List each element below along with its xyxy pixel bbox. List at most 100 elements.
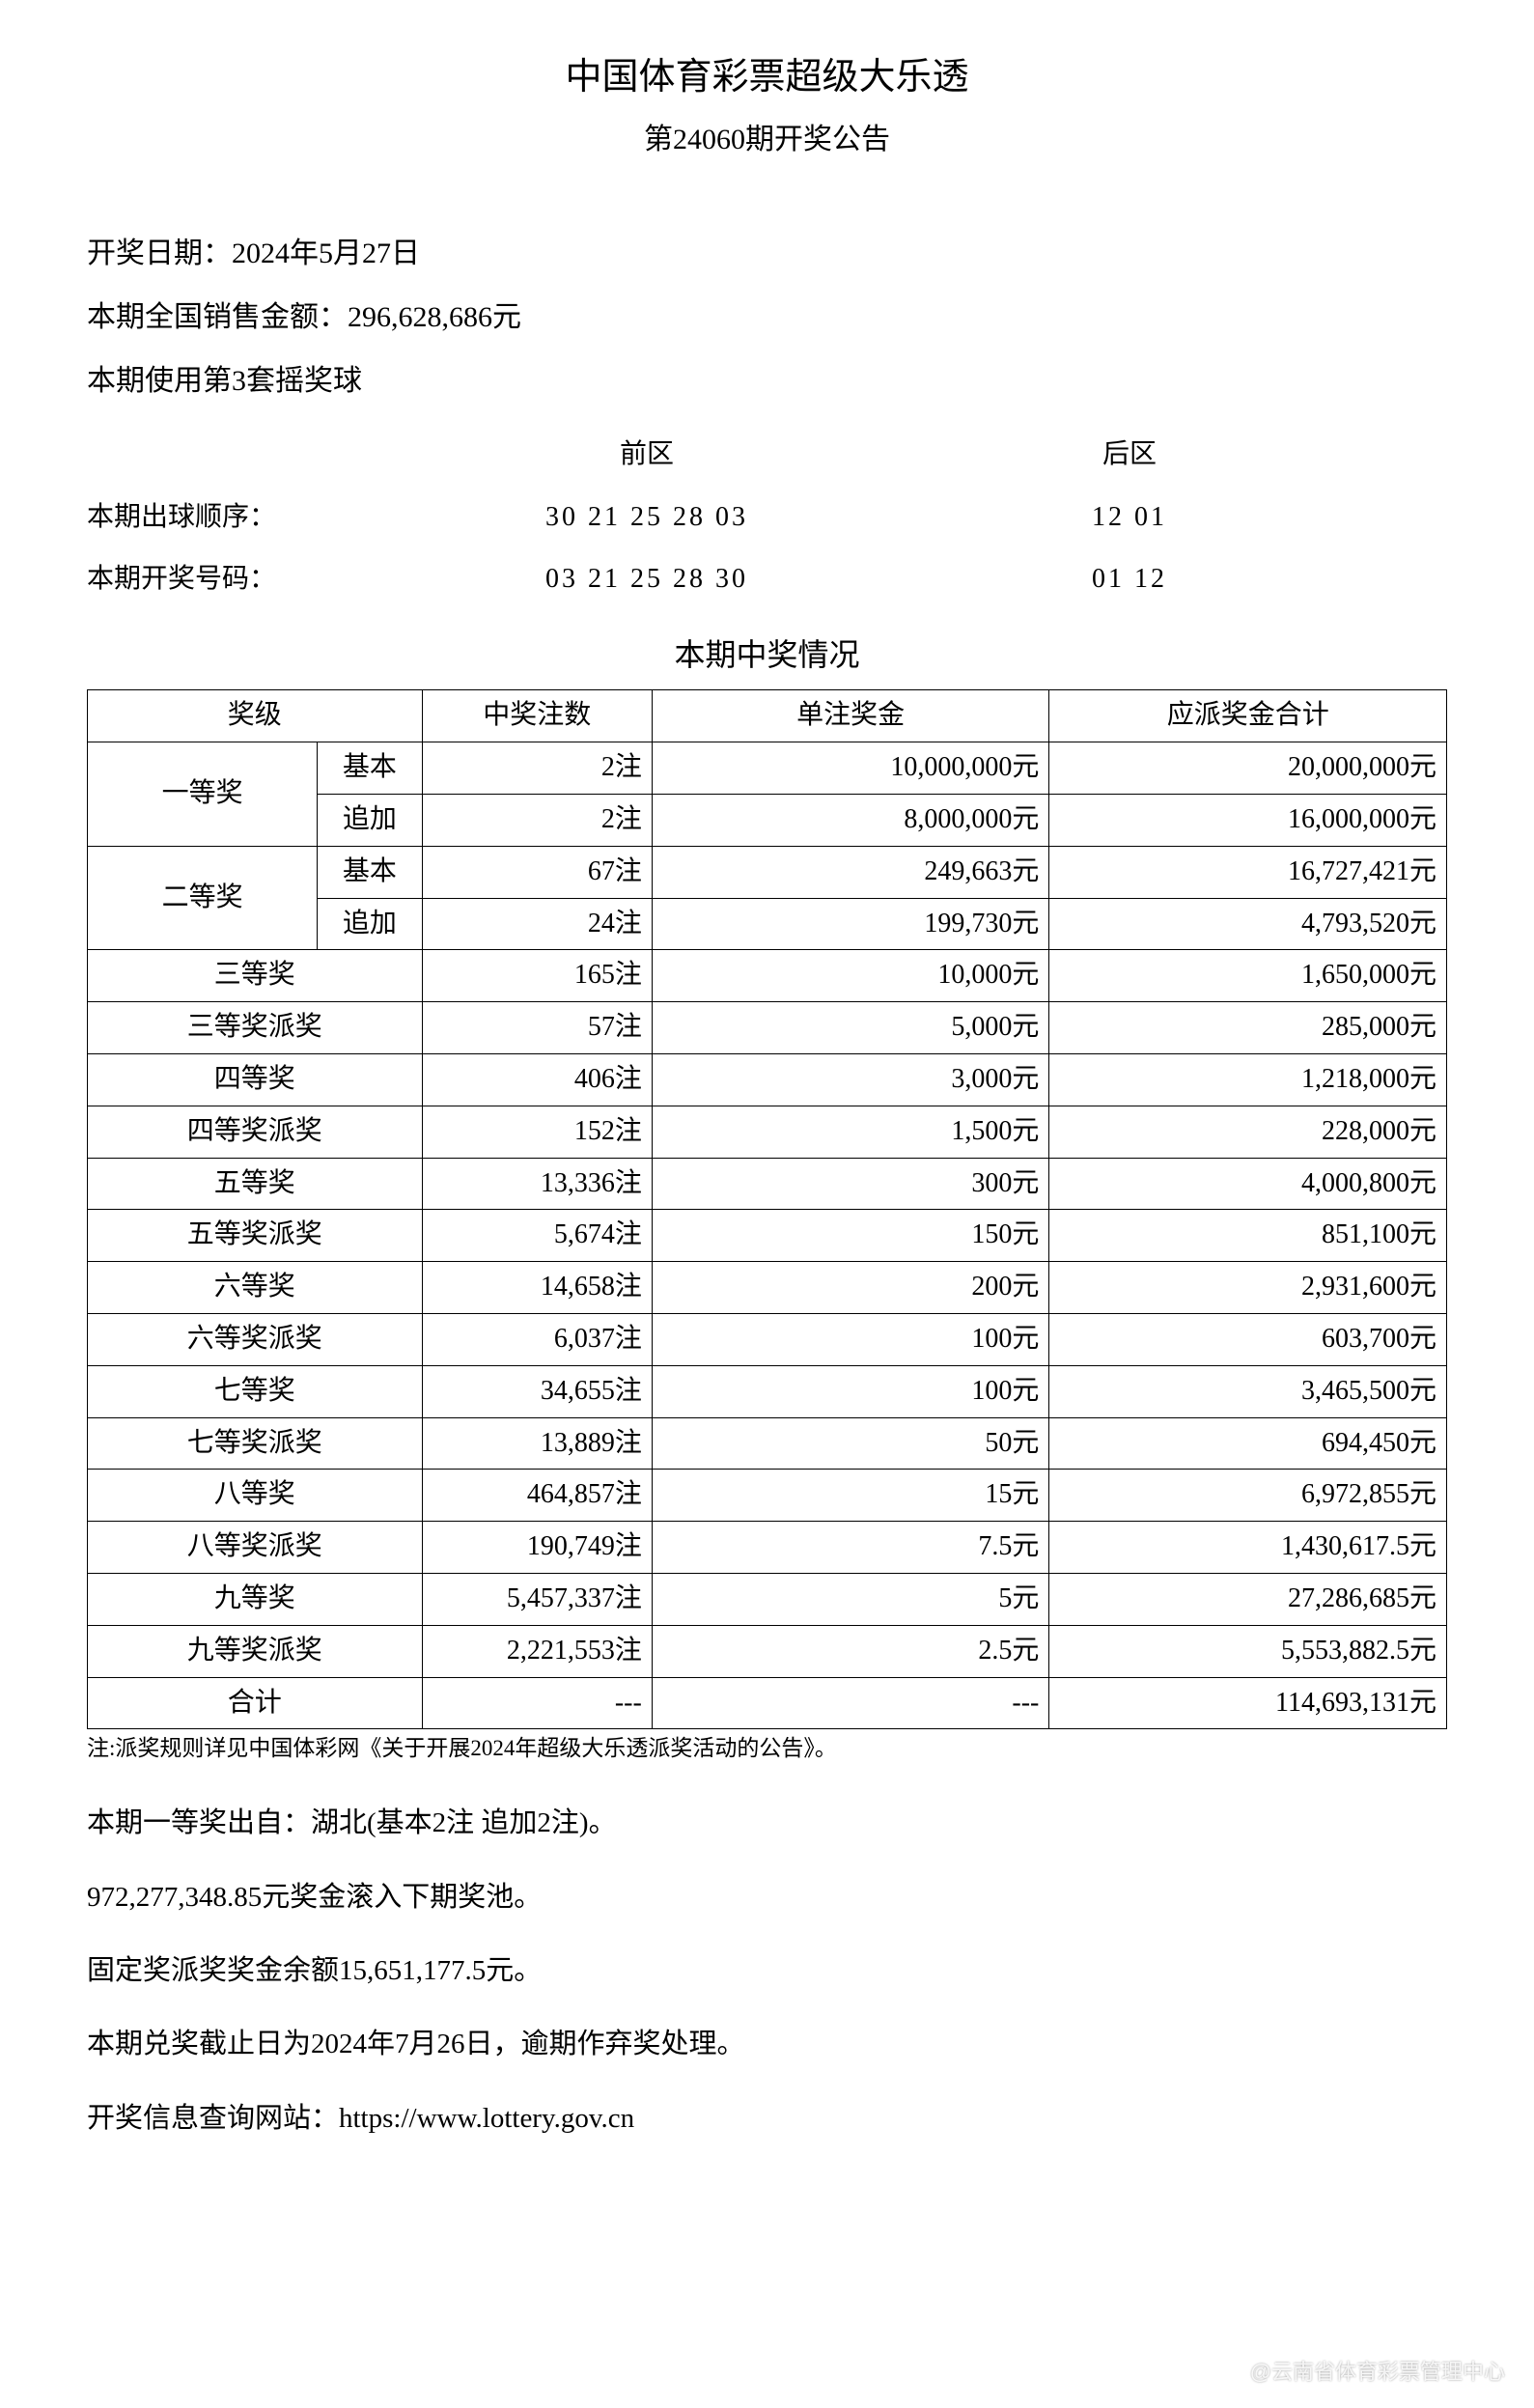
table-row: 四等奖派奖 152注 1,500元 228,000元 [88, 1106, 1447, 1158]
table-row: 五等奖 13,336注 300元 4,000,800元 [88, 1158, 1447, 1210]
table-row: 一等奖 基本 2注 10,000,000元 20,000,000元 [88, 742, 1447, 795]
prize-level: 九等奖 [88, 1573, 423, 1625]
table-row: 九等奖 5,457,337注 5元 27,286,685元 [88, 1573, 1447, 1625]
sales-label: 本期全国销售金额： [87, 301, 348, 333]
prize-level: 八等奖派奖 [88, 1522, 423, 1574]
rollover-amount: 972,277,348.85元奖金滚入下期奖池。 [87, 1875, 1447, 1919]
cell-per: 2.5元 [652, 1625, 1049, 1677]
cell-per: 100元 [652, 1365, 1049, 1417]
front-zone-header: 前区 [357, 434, 936, 477]
table-header-row: 奖级 中奖注数 单注奖金 应派奖金合计 [88, 690, 1447, 742]
cell-per: --- [652, 1677, 1049, 1729]
draw-order-label: 本期出球顺序： [87, 496, 357, 540]
cell-per: 5,000元 [652, 1002, 1049, 1054]
header-per-prize: 单注奖金 [652, 690, 1049, 742]
prize-level: 四等奖派奖 [88, 1106, 423, 1158]
cell-count: 190,749注 [422, 1522, 652, 1574]
cell-per: 100元 [652, 1313, 1049, 1365]
cell-total: 3,465,500元 [1049, 1365, 1447, 1417]
draw-order-front: 30 21 25 28 03 [357, 496, 936, 540]
cell-count: 14,658注 [422, 1262, 652, 1314]
cell-per: 5元 [652, 1573, 1049, 1625]
table-row: 八等奖派奖 190,749注 7.5元 1,430,617.5元 [88, 1522, 1447, 1574]
winning-numbers-front: 03 21 25 28 30 [357, 558, 936, 602]
table-row: 八等奖 464,857注 15元 6,972,855元 [88, 1470, 1447, 1522]
cell-per: 199,730元 [652, 898, 1049, 950]
prize-level: 三等奖派奖 [88, 1002, 423, 1054]
cell-total: 4,000,800元 [1049, 1158, 1447, 1210]
prize-level: 五等奖 [88, 1158, 423, 1210]
table-row: 七等奖 34,655注 100元 3,465,500元 [88, 1365, 1447, 1417]
draw-date-label: 开奖日期： [87, 238, 232, 269]
fixed-prize-balance: 固定奖派奖奖金余额15,651,177.5元。 [87, 1948, 1447, 1993]
draw-order-back: 12 01 [936, 496, 1323, 540]
cell-total: 27,286,685元 [1049, 1573, 1447, 1625]
prize-level: 四等奖 [88, 1053, 423, 1106]
prize-level: 七等奖 [88, 1365, 423, 1417]
cell-total: 16,000,000元 [1049, 794, 1447, 846]
first-prize-location: 本期一等奖出自：湖北(基本2注 追加2注)。 [87, 1801, 1447, 1845]
prize-level: 合计 [88, 1677, 423, 1729]
cell-per: 7.5元 [652, 1522, 1049, 1574]
second-prize-label: 二等奖 [88, 846, 318, 950]
table-row: 合计 --- --- 114,693,131元 [88, 1677, 1447, 1729]
cell-per: 10,000元 [652, 950, 1049, 1002]
cell-count: 464,857注 [422, 1470, 652, 1522]
cell-count: 67注 [422, 846, 652, 898]
ball-set-line: 本期使用第3套摇奖球 [87, 358, 1447, 405]
prize-section-title: 本期中奖情况 [87, 630, 1447, 680]
cell-per: 150元 [652, 1210, 1049, 1262]
footer-info: 本期一等奖出自：湖北(基本2注 追加2注)。 972,277,348.85元奖金… [87, 1801, 1447, 2141]
cell-per: 50元 [652, 1417, 1049, 1470]
header-count: 中奖注数 [422, 690, 652, 742]
winning-numbers-back: 01 12 [936, 558, 1323, 602]
cell-count: 57注 [422, 1002, 652, 1054]
cell-count: 152注 [422, 1106, 652, 1158]
website-info: 开奖信息查询网站：https://www.lottery.gov.cn [87, 2096, 1447, 2141]
cell-per: 15元 [652, 1470, 1049, 1522]
cell-total: 1,218,000元 [1049, 1053, 1447, 1106]
cell-count: 24注 [422, 898, 652, 950]
cell-per: 249,663元 [652, 846, 1049, 898]
prize-level: 三等奖 [88, 950, 423, 1002]
prize-level: 五等奖派奖 [88, 1210, 423, 1262]
prize-level: 七等奖派奖 [88, 1417, 423, 1470]
cell-total: 228,000元 [1049, 1106, 1447, 1158]
sales-value: 296,628,686元 [348, 301, 521, 333]
cell-count: 6,037注 [422, 1313, 652, 1365]
prize-level: 八等奖 [88, 1470, 423, 1522]
cell-per: 8,000,000元 [652, 794, 1049, 846]
table-row: 五等奖派奖 5,674注 150元 851,100元 [88, 1210, 1447, 1262]
cell-total: 1,650,000元 [1049, 950, 1447, 1002]
back-zone-header: 后区 [936, 434, 1323, 477]
prize-table: 奖级 中奖注数 单注奖金 应派奖金合计 一等奖 基本 2注 10,000,000… [87, 689, 1447, 1729]
cell-count: 2,221,553注 [422, 1625, 652, 1677]
cell-count: 5,674注 [422, 1210, 652, 1262]
draw-date-line: 开奖日期：2024年5月27日 [87, 231, 1447, 277]
table-row: 六等奖 14,658注 200元 2,931,600元 [88, 1262, 1447, 1314]
cell-count: 13,889注 [422, 1417, 652, 1470]
cell-total: 20,000,000元 [1049, 742, 1447, 795]
header-total: 应派奖金合计 [1049, 690, 1447, 742]
cell-total: 603,700元 [1049, 1313, 1447, 1365]
table-row: 二等奖 基本 67注 249,663元 16,727,421元 [88, 846, 1447, 898]
table-row: 七等奖派奖 13,889注 50元 694,450元 [88, 1417, 1447, 1470]
prize-level: 九等奖派奖 [88, 1625, 423, 1677]
cell-per: 1,500元 [652, 1106, 1049, 1158]
cell-total: 851,100元 [1049, 1210, 1447, 1262]
first-prize-label: 一等奖 [88, 742, 318, 847]
note-text: 注:派奖规则详见中国体彩网《关于开展2024年超级大乐透派奖活动的公告》。 [87, 1731, 1447, 1767]
page-title: 中国体育彩票超级大乐透 [87, 48, 1447, 107]
table-row: 四等奖 406注 3,000元 1,218,000元 [88, 1053, 1447, 1106]
cell-total: 1,430,617.5元 [1049, 1522, 1447, 1574]
cell-count: 165注 [422, 950, 652, 1002]
cell-total: 2,931,600元 [1049, 1262, 1447, 1314]
page-subtitle: 第24060期开奖公告 [87, 117, 1447, 163]
numbers-section: 前区 后区 本期出球顺序： 30 21 25 28 03 12 01 本期开奖号… [87, 434, 1447, 602]
winning-numbers-label: 本期开奖号码： [87, 558, 357, 602]
cell-total: 285,000元 [1049, 1002, 1447, 1054]
prize-level: 六等奖 [88, 1262, 423, 1314]
additional-label: 追加 [318, 794, 422, 846]
basic-label: 基本 [318, 742, 422, 795]
draw-date-value: 2024年5月27日 [232, 238, 420, 269]
